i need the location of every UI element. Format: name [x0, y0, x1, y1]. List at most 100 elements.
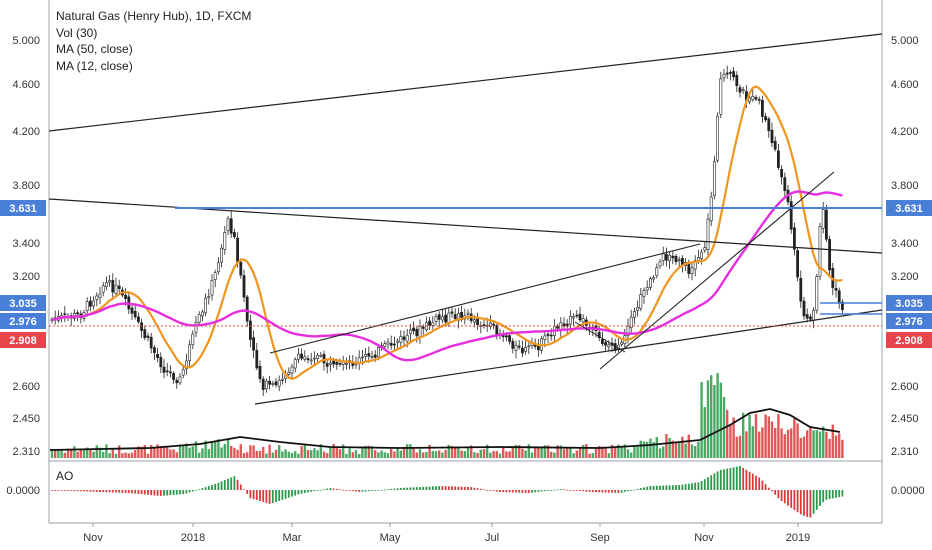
ao-bar — [681, 484, 684, 490]
legend-vol[interactable]: Vol (30) — [56, 25, 98, 40]
ao-bar — [601, 490, 604, 493]
volume-bar — [169, 449, 172, 458]
ao-bar — [831, 490, 834, 499]
legend-ma50[interactable]: MA (50, close) — [56, 42, 133, 56]
ao-bar — [575, 490, 578, 491]
ao-bar — [70, 490, 73, 491]
price-tick-label: 3.200 — [891, 271, 919, 283]
volume-bar — [450, 445, 454, 458]
ao-bar — [121, 490, 124, 493]
ao-bar — [284, 490, 287, 499]
ao-bar — [838, 490, 841, 498]
ao-bar — [783, 490, 786, 504]
candle-body — [95, 295, 99, 300]
volume-bar — [502, 447, 505, 458]
volume-bar — [188, 447, 191, 458]
ao-bar — [271, 490, 274, 504]
candle-body — [690, 267, 694, 274]
price-tick-label: 3.800 — [12, 180, 40, 192]
candle-body — [751, 95, 755, 101]
candle-body — [815, 276, 819, 311]
volume-bar — [774, 427, 777, 458]
ao-bar — [163, 490, 165, 496]
legend-ma12[interactable]: MA (12, close) — [56, 58, 133, 73]
candle-body — [792, 227, 796, 250]
ao-bar — [639, 488, 642, 490]
candle-body — [693, 260, 697, 270]
ao-bar — [499, 490, 501, 492]
ao-bar — [191, 490, 194, 492]
candle-body — [732, 71, 736, 78]
candle-body — [517, 345, 521, 348]
price-badge-label: 3.035 — [9, 298, 37, 310]
candle-body — [668, 254, 672, 262]
candle-body — [767, 118, 771, 132]
candle-body — [153, 347, 156, 353]
volume-bar — [287, 451, 290, 458]
volume-bar — [530, 452, 534, 458]
candle-body — [760, 100, 764, 117]
candle-body — [399, 336, 403, 343]
volume-bar — [246, 452, 249, 458]
volume-bar — [428, 444, 431, 458]
volume-bar — [332, 444, 335, 458]
candle-body — [415, 328, 419, 337]
ao-bar — [563, 489, 565, 491]
symbol-title[interactable]: Natural Gas (Henry Hub), 1D, FXCM — [56, 9, 252, 23]
volume-bar — [441, 452, 444, 458]
candle-body — [312, 357, 316, 360]
candle-body — [274, 381, 278, 386]
volume-bar — [559, 445, 562, 458]
short-trendline — [574, 321, 626, 353]
volume-bar — [556, 445, 559, 458]
ao-bar — [435, 486, 437, 490]
volume-bar — [412, 447, 415, 458]
volume-bar — [566, 447, 569, 458]
price-tick-label: 2.310 — [12, 446, 40, 458]
ao-bar — [310, 490, 313, 492]
volume-bar — [738, 435, 742, 458]
volume-bar — [434, 451, 438, 458]
ao-bar — [345, 490, 348, 491]
ao-bar — [671, 485, 674, 490]
volume-bar — [793, 418, 796, 458]
volume-bar — [495, 451, 498, 458]
volume-bar — [182, 445, 185, 458]
candle-body — [565, 323, 569, 327]
volume-bar — [553, 452, 556, 458]
volume-bar — [575, 450, 578, 458]
ao-bar — [691, 483, 693, 490]
candle-body — [124, 294, 128, 299]
volume-bar — [175, 452, 178, 458]
ao-bar — [342, 489, 345, 491]
candle-body — [607, 344, 611, 348]
candle-body — [245, 296, 249, 322]
candle-body — [300, 353, 304, 359]
volume-bar — [623, 444, 626, 458]
time-axis[interactable]: Nov 2018 Mar May Jul Sep Nov 2019 — [83, 523, 810, 544]
candle-body — [101, 285, 105, 293]
ao-bar — [86, 490, 89, 492]
legend-ao[interactable]: AO — [56, 469, 74, 483]
volume-bar — [313, 448, 316, 458]
volume-bar — [729, 424, 732, 458]
candle-body — [568, 315, 572, 325]
volume-bar — [316, 450, 319, 458]
volume-bar — [569, 447, 572, 458]
candle-body — [85, 301, 89, 311]
volume-bar — [473, 452, 476, 458]
ao-bar — [134, 490, 137, 494]
ao-bar — [380, 489, 383, 491]
price-tick-label: 4.200 — [891, 126, 919, 138]
ao-bar — [524, 490, 527, 493]
volume-bar — [370, 446, 374, 458]
candle-body — [271, 383, 275, 385]
volume-bar — [617, 444, 620, 458]
left-price-axis[interactable]: 5.000 4.600 4.200 3.800 3.400 3.200 2.600 2.450… — [0, 35, 46, 497]
ao-bar — [627, 490, 629, 492]
ao-tick-label: 0.0000 — [6, 485, 40, 497]
candle-body — [328, 362, 332, 365]
volume-bar — [614, 448, 617, 458]
right-price-axis[interactable]: 5.000 4.600 4.200 3.800 3.400 3.200 2.600 2.450… — [886, 35, 932, 497]
